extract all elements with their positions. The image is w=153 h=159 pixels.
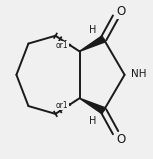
Text: or1: or1 xyxy=(56,101,69,110)
Text: O: O xyxy=(116,133,125,146)
Text: or1: or1 xyxy=(56,41,69,50)
Text: NH: NH xyxy=(131,69,147,79)
Text: H: H xyxy=(89,116,96,126)
Text: O: O xyxy=(116,5,125,18)
Text: H: H xyxy=(89,25,96,35)
Polygon shape xyxy=(80,98,105,114)
Polygon shape xyxy=(80,36,105,51)
